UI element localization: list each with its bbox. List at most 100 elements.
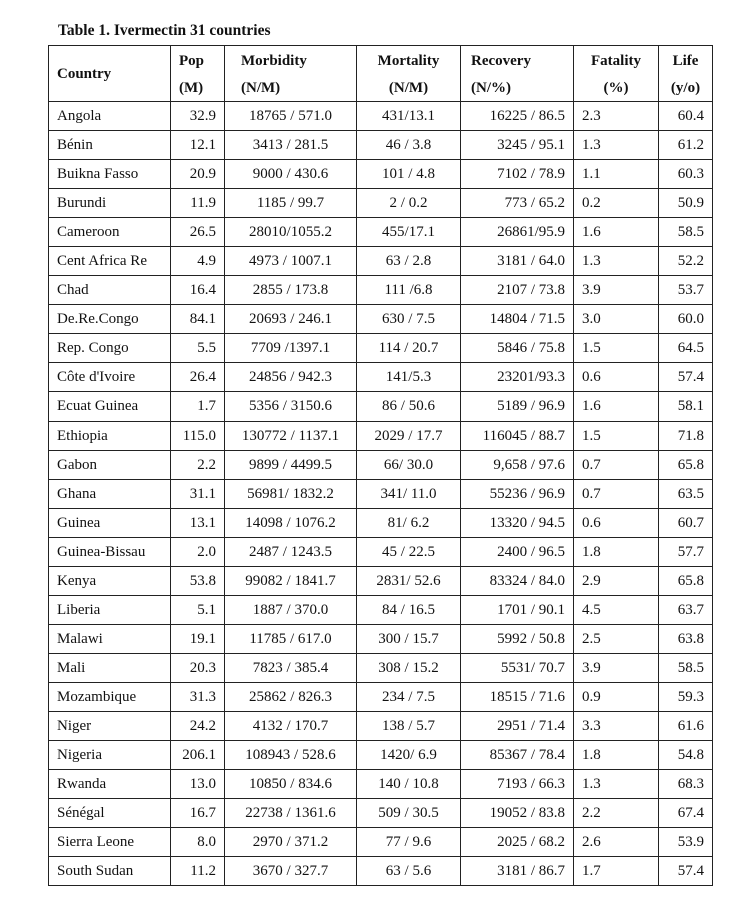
header-recovery: Recovery — [460, 45, 574, 75]
table-row: Gabon 2.2 9899 / 4499.5 66/ 30.0 9,658 / 97.… — [48, 449, 713, 480]
cell-morbidity: 1887 / 370.0 — [224, 594, 357, 625]
cell-life: 58.5 — [658, 217, 713, 248]
cell-pop: 16.4 — [170, 275, 225, 306]
cell-fatality: 1.3 — [573, 769, 659, 800]
unit-pop: (M) — [170, 75, 225, 102]
cell-recovery: 16225 / 86.5 — [460, 100, 574, 132]
table-row: De.Re.Congo 84.1 20693 / 246.1 630 / 7.5 148… — [48, 304, 713, 335]
cell-morbidity: 4132 / 170.7 — [224, 710, 357, 742]
cell-morbidity: 28010/1055.2 — [224, 217, 357, 248]
cell-morbidity: 3413 / 281.5 — [224, 130, 357, 161]
cell-life: 53.9 — [658, 827, 713, 858]
header-life: Life — [658, 45, 713, 75]
cell-morbidity: 56981/ 1832.2 — [224, 478, 357, 509]
cell-morbidity: 24856 / 942.3 — [224, 362, 357, 393]
cell-morbidity: 7823 / 385.4 — [224, 652, 357, 683]
cell-life: 57.7 — [658, 536, 713, 567]
cell-life: 60.0 — [658, 304, 713, 335]
cell-country: Nigeria — [48, 740, 171, 771]
cell-recovery: 2107 / 73.8 — [460, 275, 574, 306]
table-row: Ethiopia 115.0 130772 / 1137.1 2029 / 17.7 1… — [48, 420, 713, 451]
table-row: Sénégal 16.7 22738 / 1361.6 509 / 30.5 19052… — [48, 798, 713, 829]
cell-fatality: 0.9 — [573, 681, 659, 712]
header-pop: Pop — [170, 45, 225, 75]
table-row: Niger 24.2 4132 / 170.7 138 / 5.7 2951 / 71.… — [48, 710, 713, 742]
cell-mortality: 140 / 10.8 — [356, 769, 461, 800]
cell-pop: 32.9 — [170, 100, 225, 132]
cell-fatality: 1.5 — [573, 420, 659, 451]
cell-pop: 26.4 — [170, 362, 225, 393]
cell-pop: 8.0 — [170, 827, 225, 858]
cell-pop: 11.2 — [170, 856, 225, 887]
table-row: Rep. Congo 5.5 7709 /1397.1 114 / 20.7 5846 … — [48, 333, 713, 364]
cell-mortality: 86 / 50.6 — [356, 391, 461, 422]
cell-morbidity: 10850 / 834.6 — [224, 769, 357, 800]
header-row: Country Pop Morbidity Mortality Recovery… — [48, 45, 713, 102]
cell-morbidity: 2487 / 1243.5 — [224, 536, 357, 567]
cell-mortality: 138 / 5.7 — [356, 710, 461, 742]
cell-fatality: 0.2 — [573, 188, 659, 219]
cell-country: Ecuat Guinea — [48, 391, 171, 422]
cell-recovery: 19052 / 83.8 — [460, 798, 574, 829]
cell-life: 61.2 — [658, 130, 713, 161]
cell-morbidity: 130772 / 1137.1 — [224, 420, 357, 451]
cell-morbidity: 2855 / 173.8 — [224, 275, 357, 306]
cell-recovery: 18515 / 71.6 — [460, 681, 574, 712]
cell-morbidity: 22738 / 1361.6 — [224, 798, 357, 829]
table-row: Sierra Leone 8.0 2970 / 371.2 77 / 9.6 2025 … — [48, 827, 713, 858]
cell-fatality: 2.3 — [573, 100, 659, 132]
cell-life: 60.7 — [658, 507, 713, 538]
cell-pop: 5.1 — [170, 594, 225, 625]
cell-pop: 1.7 — [170, 391, 225, 422]
cell-recovery: 116045 / 88.7 — [460, 420, 574, 451]
cell-fatality: 1.1 — [573, 159, 659, 190]
table-title: Table 1. Ivermectin 31 countries — [58, 22, 271, 39]
table-row: Nigeria 206.1 108943 / 528.6 1420/ 6.9 85367… — [48, 740, 713, 771]
cell-mortality: 101 / 4.8 — [356, 159, 461, 190]
cell-fatality: 2.6 — [573, 827, 659, 858]
cell-morbidity: 20693 / 246.1 — [224, 304, 357, 335]
cell-country: Guinea — [48, 507, 171, 538]
cell-life: 58.5 — [658, 652, 713, 683]
cell-country: Guinea-Bissau — [48, 536, 171, 567]
cell-fatality: 1.6 — [573, 391, 659, 422]
cell-mortality: 2 / 0.2 — [356, 188, 461, 219]
table-row: Mali 20.3 7823 / 385.4 308 / 15.2 5531/ 70.7… — [48, 652, 713, 683]
cell-pop: 84.1 — [170, 304, 225, 335]
cell-pop: 13.1 — [170, 507, 225, 538]
cell-recovery: 2025 / 68.2 — [460, 827, 574, 858]
cell-fatality: 2.5 — [573, 623, 659, 654]
cell-pop: 4.9 — [170, 246, 225, 277]
cell-life: 57.4 — [658, 856, 713, 887]
cell-life: 50.9 — [658, 188, 713, 219]
cell-country: Ghana — [48, 478, 171, 509]
table-row: Côte d'Ivoire 26.4 24856 / 942.3 141/5.3 232… — [48, 362, 713, 393]
cell-pop: 12.1 — [170, 130, 225, 161]
cell-recovery: 5189 / 96.9 — [460, 391, 574, 422]
cell-country: Sierra Leone — [48, 827, 171, 858]
cell-life: 65.8 — [658, 449, 713, 480]
cell-recovery: 5531/ 70.7 — [460, 652, 574, 683]
table-row: Buikna Fasso 20.9 9000 / 430.6 101 / 4.8 710… — [48, 159, 713, 190]
cell-pop: 24.2 — [170, 710, 225, 742]
cell-morbidity: 11785 / 617.0 — [224, 623, 357, 654]
cell-country: Rep. Congo — [48, 333, 171, 364]
cell-pop: 20.9 — [170, 159, 225, 190]
unit-morbidity: (N/M) — [224, 75, 357, 102]
cell-country: Niger — [48, 710, 171, 742]
cell-mortality: 63 / 2.8 — [356, 246, 461, 277]
cell-fatality: 2.2 — [573, 798, 659, 829]
cell-mortality: 1420/ 6.9 — [356, 740, 461, 771]
unit-fatality: (%) — [573, 75, 659, 102]
cell-recovery: 773 / 65.2 — [460, 188, 574, 219]
table-row: Bénin 12.1 3413 / 281.5 46 / 3.8 3245 / 95.1… — [48, 130, 713, 161]
cell-pop: 2.2 — [170, 449, 225, 480]
cell-fatality: 1.3 — [573, 130, 659, 161]
cell-recovery: 3245 / 95.1 — [460, 130, 574, 161]
cell-mortality: 81/ 6.2 — [356, 507, 461, 538]
cell-mortality: 234 / 7.5 — [356, 681, 461, 712]
cell-pop: 31.1 — [170, 478, 225, 509]
cell-morbidity: 5356 / 3150.6 — [224, 391, 357, 422]
cell-fatality: 0.6 — [573, 507, 659, 538]
cell-country: Liberia — [48, 594, 171, 625]
